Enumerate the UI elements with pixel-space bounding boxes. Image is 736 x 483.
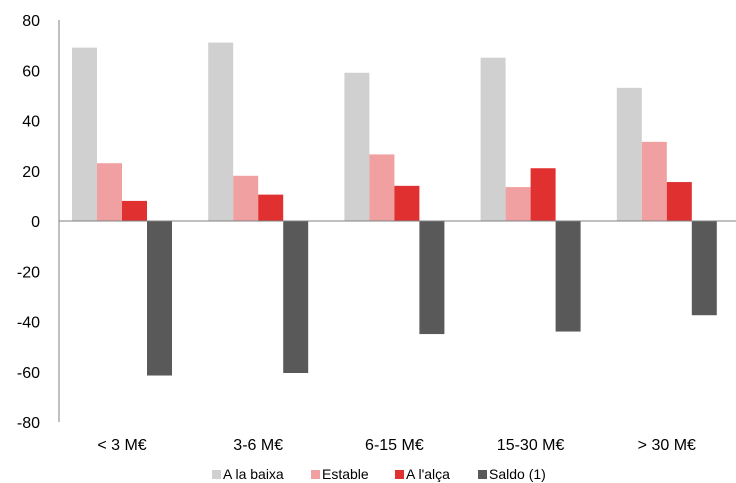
x-tick-label: 6-15 M€ (365, 437, 424, 454)
legend: A la baixa Estable A l'alça Saldo (1) (212, 466, 546, 482)
legend-swatch (395, 470, 404, 479)
bar (122, 200, 147, 221)
legend-swatch (311, 470, 320, 479)
bar (97, 163, 122, 221)
bar (505, 187, 531, 221)
y-tick-label: -20 (17, 264, 40, 281)
y-tick-label: 60 (22, 63, 40, 80)
x-tick-label: < 3 M€ (97, 437, 146, 454)
bar (616, 87, 642, 222)
y-tick-label: 20 (22, 164, 40, 181)
y-tick-label: -60 (17, 365, 40, 382)
bar (233, 175, 259, 221)
x-tick-label: 3-6 M€ (233, 437, 283, 454)
bar (344, 72, 370, 221)
bar (691, 221, 717, 316)
bar (480, 57, 506, 221)
bar (555, 221, 581, 332)
x-tick-label: 15-30 M€ (497, 437, 565, 454)
y-tick-label: -80 (17, 415, 40, 432)
legend-swatch (478, 470, 487, 479)
legend-swatch (212, 470, 221, 479)
y-tick-label: 40 (22, 114, 40, 131)
y-tick-label: 0 (31, 214, 40, 231)
x-tick-label: > 30 M€ (638, 437, 696, 454)
legend-label: Estable (322, 466, 369, 482)
bar (283, 221, 309, 374)
bar (72, 47, 97, 222)
bar (208, 42, 234, 221)
y-tick-label: -40 (17, 315, 40, 332)
bar (258, 194, 284, 221)
legend-label: A l'alça (406, 466, 450, 482)
bar (394, 185, 420, 221)
legend-label: A la baixa (223, 466, 284, 482)
bar (147, 221, 172, 376)
bar (666, 182, 692, 221)
legend-label: Saldo (1) (489, 466, 546, 482)
bar (369, 154, 395, 221)
y-tick-label: 80 (22, 13, 40, 30)
bar (419, 221, 445, 335)
bar (641, 141, 667, 221)
bar (530, 168, 556, 221)
